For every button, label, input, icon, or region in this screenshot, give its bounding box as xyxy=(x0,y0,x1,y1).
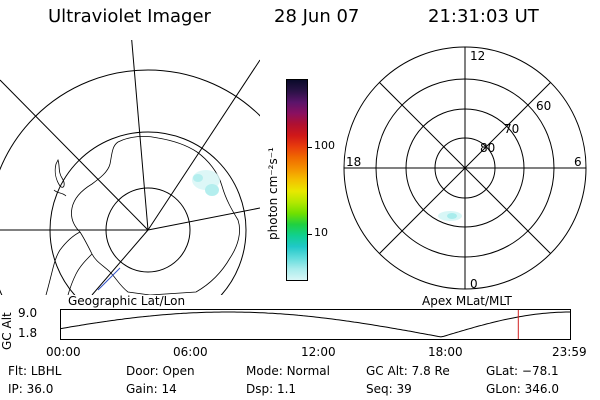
info-seq: Seq: 39 xyxy=(366,382,412,396)
altitude-xtick-1: 06:00 xyxy=(173,345,208,359)
info-filter: Flt: LBHL xyxy=(8,364,62,378)
time-label: 21:31:03 UT xyxy=(428,6,539,27)
ground-track xyxy=(97,267,121,291)
info-gain: Gain: 14 xyxy=(126,382,177,396)
meridian-line xyxy=(147,59,260,231)
colorbar-tick-label-100: 100 xyxy=(314,139,335,152)
island-coastline xyxy=(53,189,67,197)
peninsula-coastline xyxy=(45,231,81,295)
lat-circle xyxy=(0,69,260,295)
antarctica-coastline xyxy=(71,135,240,295)
peninsula-coastline xyxy=(67,253,93,295)
left-map-caption: Geographic Lat/Lon xyxy=(68,294,186,308)
meridian-line xyxy=(147,207,260,231)
app-title: Ultraviolet Imager xyxy=(48,6,211,27)
altitude-plot-frame xyxy=(60,309,571,340)
info-glon: GLon: 346.0 xyxy=(486,382,559,396)
colorbar-unit-label: photon cm⁻²s⁻¹ xyxy=(266,147,280,240)
colorbar xyxy=(286,79,308,281)
mlt-label-18: 18 xyxy=(346,155,361,169)
mlt-label-0: 0 xyxy=(470,277,478,291)
mlat-label-70: 70 xyxy=(504,122,519,136)
info-glat: GLat: −78.1 xyxy=(486,364,559,378)
colorbar-gradient xyxy=(287,80,307,280)
meridian-line xyxy=(0,79,149,231)
meridian-line xyxy=(91,229,149,295)
colorbar-tick xyxy=(307,147,312,148)
colorbar-tick xyxy=(307,234,312,235)
aurora-emission xyxy=(438,211,462,221)
date-label: 28 Jun 07 xyxy=(274,6,360,27)
mlt-label-6: 6 xyxy=(574,155,582,169)
magnetic-polar-plot: 12 0 18 6 60 70 80 xyxy=(343,46,587,291)
info-gc-alt: GC Alt: 7.8 Re xyxy=(366,364,450,378)
altitude-xtick-2: 12:00 xyxy=(301,345,336,359)
south-america-coastline xyxy=(54,158,65,188)
altitude-ylabel: GC Alt xyxy=(0,312,14,350)
colorbar-tick-label-10: 10 xyxy=(314,226,328,239)
aurora-emission xyxy=(192,170,220,196)
geographic-map xyxy=(0,40,260,295)
altitude-plot xyxy=(60,309,571,340)
altitude-xtick-0: 00:00 xyxy=(46,345,81,359)
info-dsp: Dsp: 1.1 xyxy=(246,382,297,396)
altitude-xtick-4: 23:59 xyxy=(552,345,587,359)
altitude-ytick-max: 9.0 xyxy=(18,306,38,320)
altitude-ytick-min: 1.8 xyxy=(18,326,38,340)
meridian-line xyxy=(131,40,149,231)
mlt-meridian xyxy=(379,82,551,254)
info-mode: Mode: Normal xyxy=(246,364,330,378)
lat-circle xyxy=(49,131,247,295)
mlat-label-80: 80 xyxy=(480,141,495,155)
mlt-label-12: 12 xyxy=(470,49,485,63)
info-door: Door: Open xyxy=(126,364,195,378)
right-map-caption: Apex MLat/MLT xyxy=(422,294,512,308)
altitude-curve xyxy=(60,311,571,338)
altitude-xtick-3: 18:00 xyxy=(428,345,463,359)
mlat-label-60: 60 xyxy=(536,99,551,113)
info-ip: IP: 36.0 xyxy=(8,382,54,396)
